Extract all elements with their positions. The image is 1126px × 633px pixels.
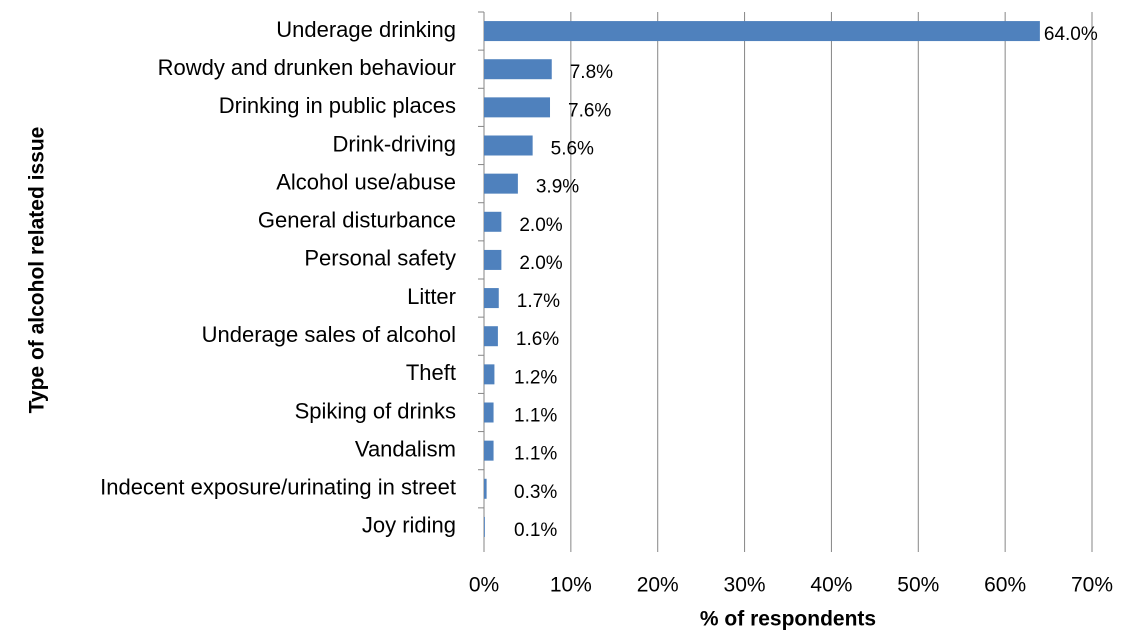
bar	[484, 440, 494, 461]
x-tick-label: 60%	[984, 574, 1026, 597]
x-tick-label: 30%	[724, 574, 766, 597]
bar	[484, 173, 518, 194]
bar	[484, 211, 502, 232]
data-label: 5.6%	[551, 139, 594, 160]
data-label: 0.3%	[514, 482, 557, 503]
data-label: 7.8%	[570, 62, 613, 83]
data-label: 2.0%	[519, 215, 562, 236]
x-tick-label: 0%	[469, 574, 499, 597]
bar	[484, 478, 487, 499]
x-tick-label: 10%	[550, 574, 592, 597]
bar	[484, 21, 1040, 42]
x-tick-label: 40%	[810, 574, 852, 597]
y-tick-label: Litter	[407, 284, 456, 309]
y-tick-label: Underage drinking	[276, 17, 456, 42]
data-label: 1.7%	[517, 291, 560, 312]
bar	[484, 288, 499, 309]
bar	[484, 59, 552, 80]
y-tick-label: Alcohol use/abuse	[276, 169, 456, 194]
data-label: 0.1%	[514, 520, 557, 541]
y-tick-label: Personal safety	[304, 246, 456, 271]
data-label: 2.0%	[519, 253, 562, 274]
data-label: 1.1%	[514, 444, 557, 465]
y-tick-label: Joy riding	[362, 513, 456, 538]
y-tick-label: Indecent exposure/urinating in street	[100, 475, 456, 500]
x-axis-title: % of respondents	[700, 608, 876, 631]
bar	[484, 364, 495, 385]
y-tick-label: Theft	[406, 360, 456, 385]
y-tick-label: Drink-driving	[333, 131, 456, 156]
data-label: 1.2%	[514, 367, 557, 388]
y-tick-label: Drinking in public places	[219, 93, 456, 118]
x-tick-label: 70%	[1071, 574, 1113, 597]
bar	[484, 97, 551, 118]
bar	[484, 402, 494, 423]
data-label: 1.1%	[514, 406, 557, 427]
data-label: 1.6%	[516, 329, 559, 350]
data-label: 7.6%	[568, 100, 611, 121]
y-tick-label: Rowdy and drunken behaviour	[158, 55, 456, 80]
y-tick-label: Underage sales of alcohol	[202, 322, 456, 347]
y-axis-title: Type of alcohol related issue	[26, 127, 49, 414]
bar	[484, 326, 498, 347]
y-tick-label: Vandalism	[355, 436, 456, 461]
y-tick-label: Spiking of drinks	[295, 398, 456, 423]
data-label: 3.9%	[536, 177, 579, 198]
bar	[484, 249, 502, 270]
x-tick-label: 20%	[637, 574, 679, 597]
data-label: 64.0%	[1044, 24, 1098, 45]
bar	[484, 516, 485, 537]
x-tick-label: 50%	[897, 574, 939, 597]
y-tick-label: General disturbance	[258, 208, 456, 233]
bar	[484, 135, 533, 156]
